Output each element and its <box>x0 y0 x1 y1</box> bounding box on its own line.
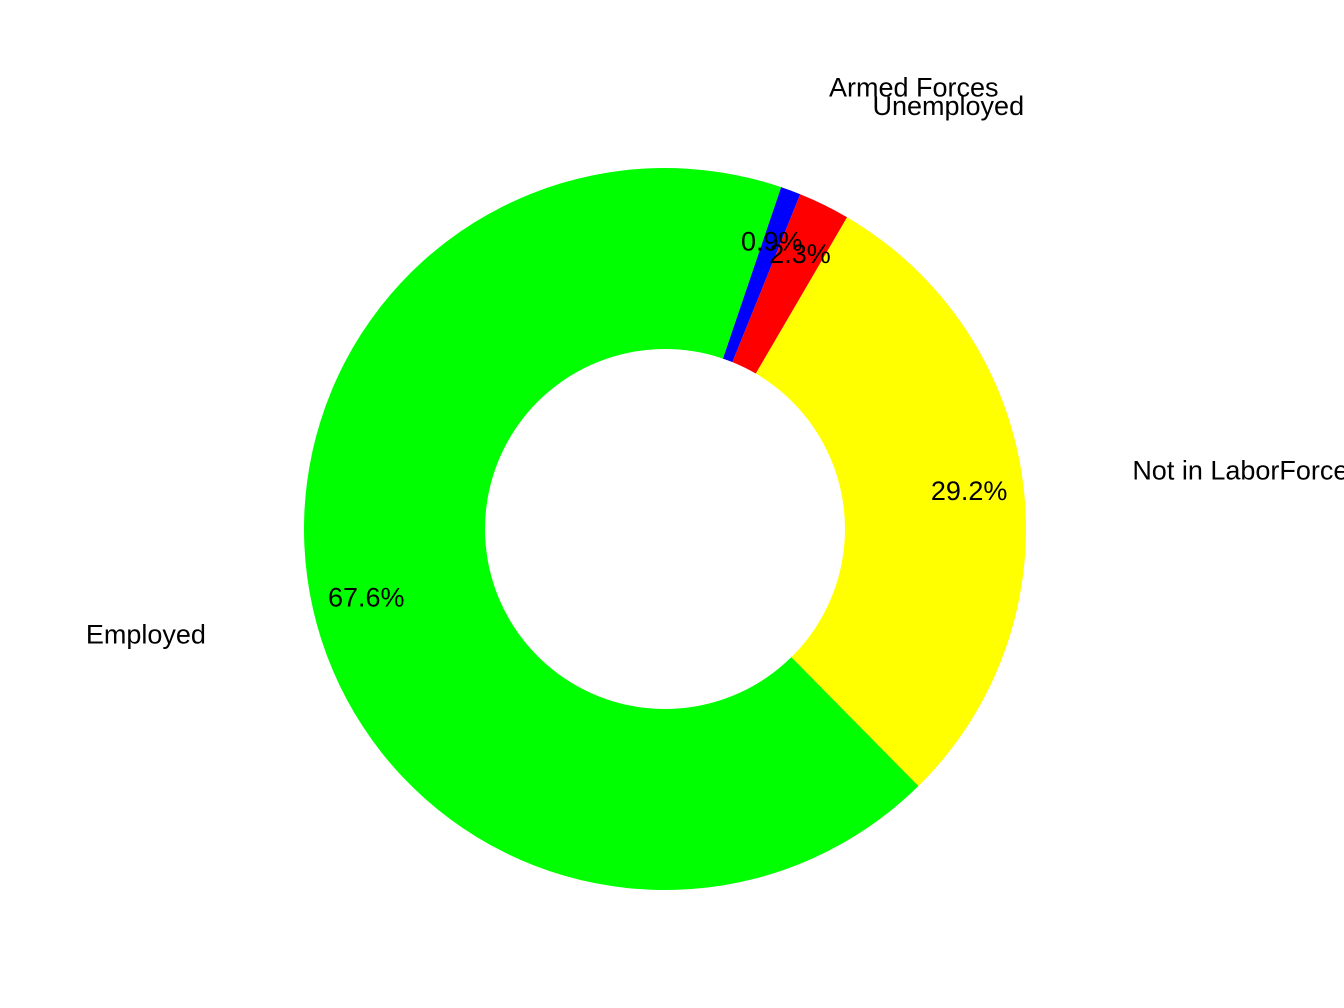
slices-group <box>303 167 1026 890</box>
slice-armed-forces <box>722 187 801 363</box>
slice-employed <box>303 167 919 890</box>
category-label-not-in-laborforce: Not in LaborForce <box>1132 455 1344 485</box>
category-label-unemployed: Unemployed <box>873 91 1025 121</box>
category-label-employed: Employed <box>86 619 206 649</box>
slice-unemployed <box>732 194 848 374</box>
slice-not-in-laborforce <box>755 217 1026 787</box>
category-labels-group: Armed Forces Employed Not in LaborForce Une… <box>86 72 1344 649</box>
percent-labels-group: 0.9% 67.6% 29.2% 2.3% <box>328 227 1007 613</box>
percent-label-employed: 67.6% <box>328 583 405 613</box>
category-label-armed-forces: Armed Forces <box>829 72 999 102</box>
percent-label-armed-forces: 0.9% <box>741 227 803 257</box>
percent-label-not-in-laborforce: 29.2% <box>931 476 1008 506</box>
percent-label-unemployed: 2.3% <box>769 239 831 269</box>
